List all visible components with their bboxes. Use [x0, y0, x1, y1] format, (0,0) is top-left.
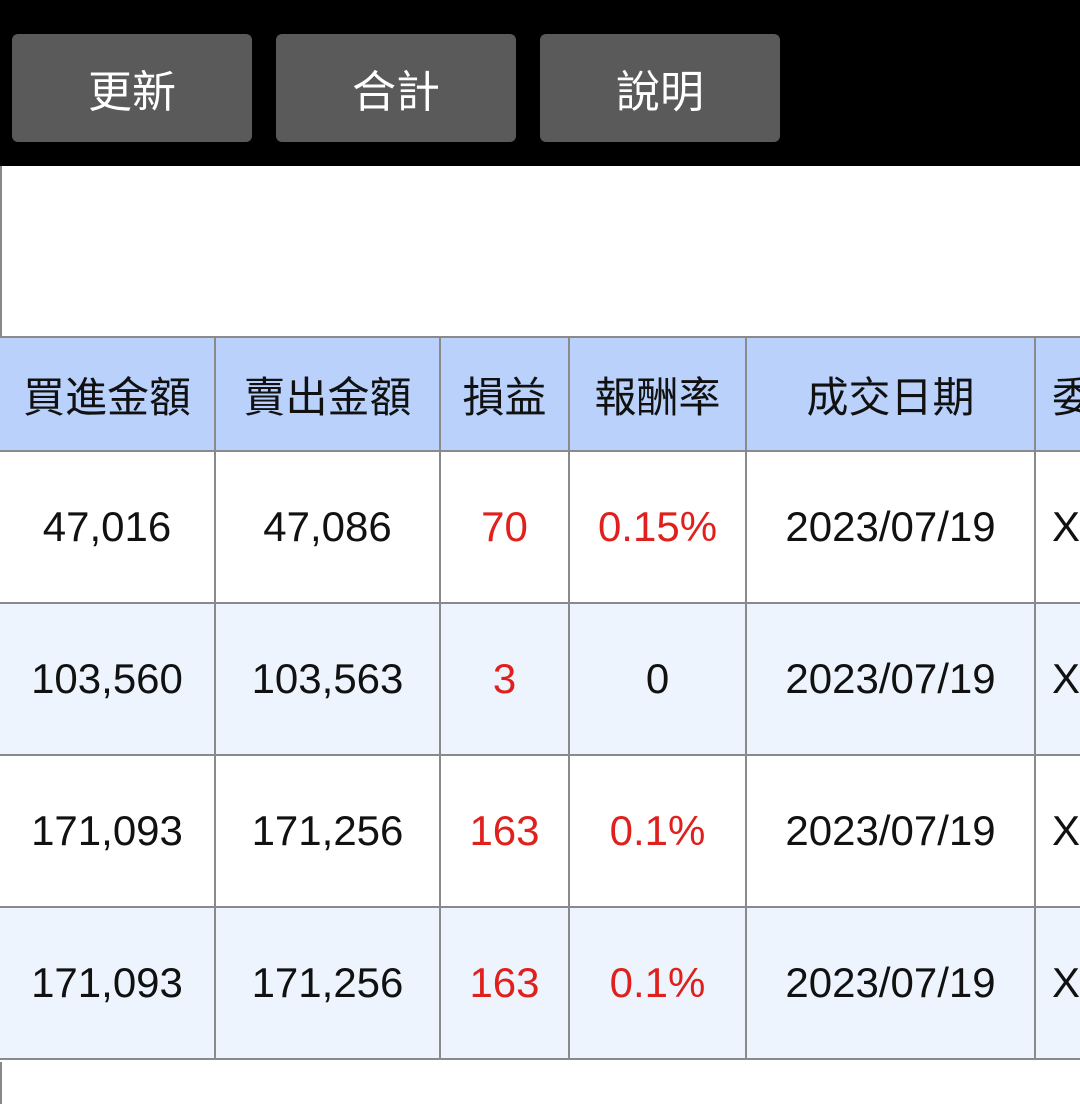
table-row[interactable]: 171,093 171,256 163 0.1% 2023/07/19 X — [0, 906, 1080, 1060]
top-toolbar: 更新 合計 說明 — [0, 0, 1080, 166]
sell-amount-cell: 171,256 — [214, 906, 441, 1060]
order-cell: X — [1034, 602, 1080, 756]
header-profit-loss[interactable]: 損益 — [439, 336, 570, 452]
table-row[interactable]: 103,560 103,563 3 0 2023/07/19 X — [0, 602, 1080, 756]
order-cell: X — [1034, 450, 1080, 604]
header-return-rate[interactable]: 報酬率 — [568, 336, 747, 452]
header-trade-date[interactable]: 成交日期 — [745, 336, 1036, 452]
order-cell: X — [1034, 906, 1080, 1060]
table-row[interactable]: 171,093 171,256 163 0.1% 2023/07/19 X — [0, 754, 1080, 908]
sell-amount-cell: 171,256 — [214, 754, 441, 908]
trade-date-cell: 2023/07/19 — [745, 602, 1036, 756]
profit-loss-cell: 163 — [439, 754, 570, 908]
return-rate-cell: 0.1% — [568, 906, 747, 1060]
buy-amount-cell: 171,093 — [0, 754, 216, 908]
sell-amount-cell: 47,086 — [214, 450, 441, 604]
header-order[interactable]: 委 — [1034, 336, 1080, 452]
divider — [0, 1062, 2, 1104]
profit-loss-cell: 70 — [439, 450, 570, 604]
total-button[interactable]: 合計 — [276, 34, 516, 142]
return-rate-cell: 0.1% — [568, 754, 747, 908]
profit-loss-cell: 163 — [439, 906, 570, 1060]
trade-date-cell: 2023/07/19 — [745, 450, 1036, 604]
divider — [0, 166, 2, 336]
buy-amount-cell: 47,016 — [0, 450, 216, 604]
table-header-row: 買進金額 賣出金額 損益 報酬率 成交日期 委 — [0, 336, 1080, 452]
table-row[interactable]: 47,016 47,086 70 0.15% 2023/07/19 X — [0, 450, 1080, 604]
header-sell-amount[interactable]: 賣出金額 — [214, 336, 441, 452]
buy-amount-cell: 171,093 — [0, 906, 216, 1060]
sell-amount-cell: 103,563 — [214, 602, 441, 756]
order-cell: X — [1034, 754, 1080, 908]
trade-date-cell: 2023/07/19 — [745, 906, 1036, 1060]
header-buy-amount[interactable]: 買進金額 — [0, 336, 216, 452]
return-rate-cell: 0 — [568, 602, 747, 756]
return-rate-cell: 0.15% — [568, 450, 747, 604]
help-button[interactable]: 說明 — [540, 34, 780, 142]
buy-amount-cell: 103,560 — [0, 602, 216, 756]
profit-loss-cell: 3 — [439, 602, 570, 756]
trade-table: 買進金額 賣出金額 損益 報酬率 成交日期 委 47,01647,086700.… — [0, 336, 1080, 1060]
refresh-button[interactable]: 更新 — [12, 34, 252, 142]
trade-date-cell: 2023/07/19 — [745, 754, 1036, 908]
